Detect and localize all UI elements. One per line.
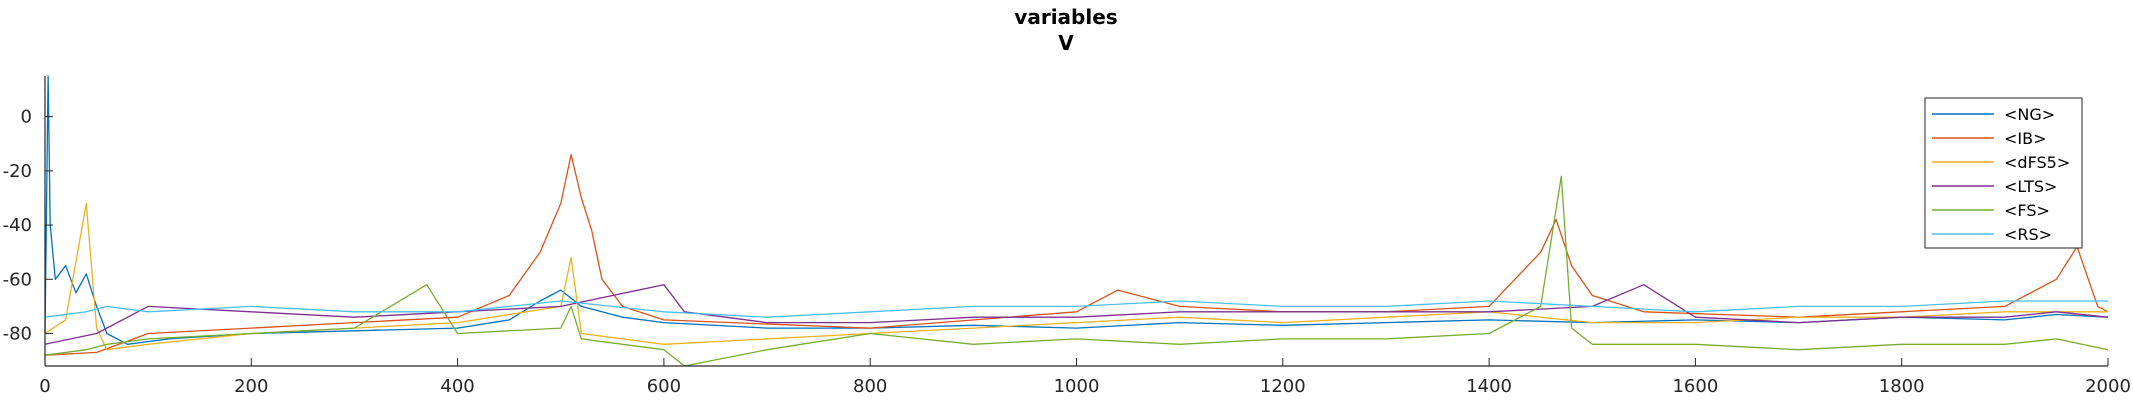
x-tick-label-2: 400 <box>440 376 474 397</box>
y-tick-label-1: -20 <box>3 161 32 182</box>
y-tick-label-3: -60 <box>3 269 32 290</box>
legend-label-2: <dFS5> <box>2004 153 2070 172</box>
x-tick-label-8: 1600 <box>1672 376 1718 397</box>
series-line-3 <box>44 284 2109 345</box>
x-tick-label-10: 2000 <box>2085 376 2131 397</box>
x-tick-label-5: 1000 <box>1054 376 1100 397</box>
series-line-5 <box>44 300 2108 318</box>
x-tick-label-9: 1800 <box>1879 376 1925 397</box>
x-tick-label-3: 600 <box>647 376 681 397</box>
series-line-4 <box>44 175 2109 367</box>
axes: 0 200 400 600 800 1000 1200 1400 1600 1800 2000 0 -2… <box>3 76 2131 397</box>
legend-label-0: <NG> <box>2004 105 2055 124</box>
y-tick-label-2: -40 <box>3 215 32 236</box>
series-line-0 <box>44 75 2109 345</box>
x-tick-label-4: 800 <box>853 376 887 397</box>
legend-label-3: <LTS> <box>2004 177 2057 196</box>
chart-subtitle: V <box>1058 31 1074 55</box>
x-tick-label-6: 1200 <box>1260 376 1306 397</box>
legend-label-5: <RS> <box>2004 225 2052 244</box>
x-tick-label-7: 1400 <box>1466 376 1512 397</box>
legend-label-1: <IB> <box>2004 129 2047 148</box>
legend-box <box>1924 97 2083 249</box>
y-tick-label-0: 0 <box>21 107 32 128</box>
y-tick-label-4: -80 <box>3 323 32 344</box>
series-line-2 <box>44 202 2108 351</box>
legend: <NG> <IB> <dFS5> <LTS> <FS> <RS> <box>1924 97 2083 249</box>
legend-label-4: <FS> <box>2004 201 2050 220</box>
x-tick-label-1: 200 <box>234 376 268 397</box>
series-layer <box>44 75 2109 367</box>
x-tick-label-0: 0 <box>39 376 50 397</box>
series-line-1 <box>44 153 2109 356</box>
chart-title: variables <box>1014 5 1117 29</box>
